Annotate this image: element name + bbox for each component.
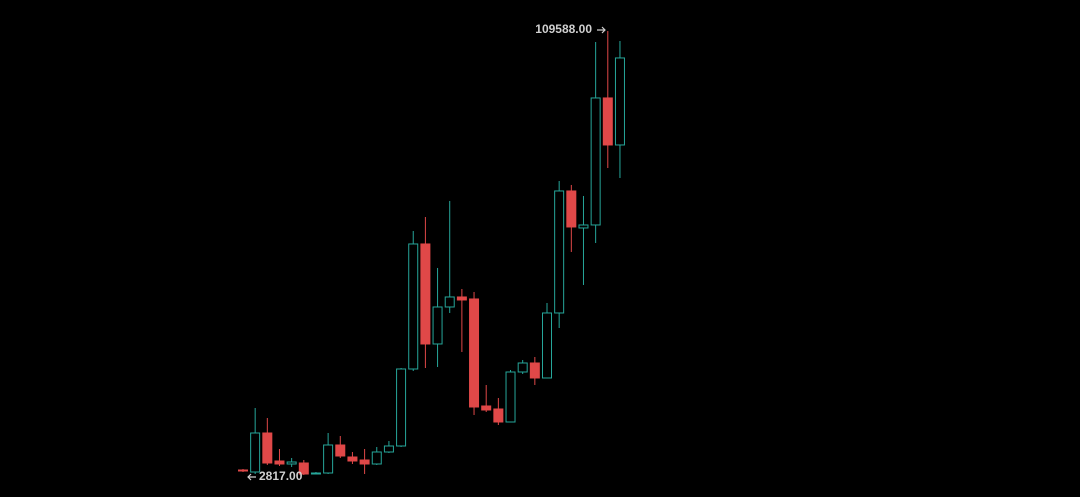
body [469,298,480,408]
body [347,456,358,462]
high-label: 109588.00 [535,22,592,36]
candles [238,31,625,475]
body [517,362,528,373]
body [371,451,382,465]
body [383,445,394,453]
low-arrow [247,473,256,481]
body [444,296,455,308]
body [614,57,625,146]
high-arrow [597,26,606,34]
body [408,243,419,370]
body [493,408,504,423]
body [262,432,273,464]
body [481,405,492,411]
body [250,432,261,473]
body [542,312,552,379]
body [529,362,540,379]
body [566,190,577,228]
body [590,97,601,226]
body [602,97,613,146]
low-label: 2817.00 [259,469,303,483]
body [286,461,297,465]
body [505,371,516,423]
body [274,460,285,465]
body [298,462,309,475]
body [359,459,370,465]
body [310,472,321,475]
body [323,444,334,474]
body [420,243,431,345]
body [456,296,467,301]
body [432,306,443,345]
body [396,368,407,447]
body [578,224,589,229]
body [554,190,565,314]
body [238,469,248,472]
body [335,444,346,457]
